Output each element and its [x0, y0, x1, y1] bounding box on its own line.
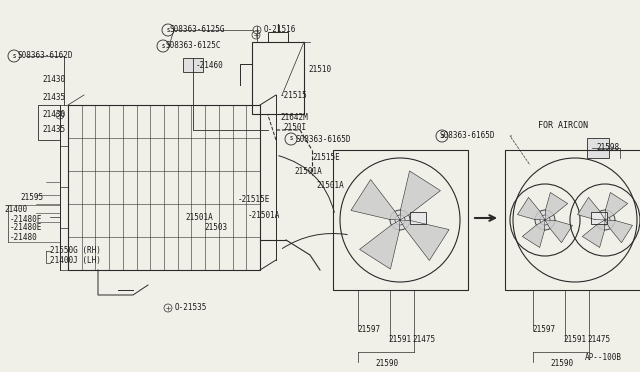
Bar	[68, 105, 260, 270]
Text: 21595: 21595	[20, 192, 43, 202]
Bar	[591, 212, 607, 224]
Text: 21430: 21430	[42, 76, 65, 84]
Text: 21503: 21503	[204, 224, 227, 232]
Text: S: S	[289, 137, 292, 141]
Text: S08363-6125G: S08363-6125G	[170, 26, 225, 35]
Text: 21475: 21475	[412, 336, 435, 344]
Text: -21480: -21480	[10, 232, 38, 241]
Polygon shape	[400, 220, 449, 260]
Bar	[268, 32, 289, 42]
Text: 21501A: 21501A	[294, 167, 322, 176]
Text: S: S	[166, 28, 170, 32]
Text: 21591: 21591	[388, 336, 411, 344]
Text: -21501A: -21501A	[248, 211, 280, 219]
Circle shape	[395, 215, 405, 225]
Text: S08363-6165D: S08363-6165D	[296, 135, 351, 144]
Text: S08363-6165D: S08363-6165D	[440, 131, 495, 141]
Circle shape	[600, 215, 610, 225]
Bar	[183, 58, 203, 72]
Text: 21430: 21430	[42, 110, 65, 119]
Polygon shape	[545, 193, 568, 220]
Text: FOR AIRCON: FOR AIRCON	[538, 121, 588, 129]
Text: 21597: 21597	[532, 326, 555, 334]
Circle shape	[540, 215, 550, 225]
Polygon shape	[360, 220, 400, 269]
Circle shape	[595, 210, 615, 230]
Circle shape	[390, 210, 410, 230]
Text: 21501A: 21501A	[316, 180, 344, 189]
Polygon shape	[605, 193, 628, 220]
Text: S: S	[12, 54, 15, 58]
Text: -21480F: -21480F	[10, 215, 42, 224]
Text: 21400J (LH): 21400J (LH)	[50, 257, 101, 266]
Polygon shape	[351, 180, 400, 220]
Text: 21475: 21475	[587, 336, 610, 344]
Text: S08363-6125C: S08363-6125C	[165, 42, 221, 51]
Text: -21480E: -21480E	[10, 224, 42, 232]
Polygon shape	[605, 220, 632, 243]
Bar	[410, 212, 426, 224]
Text: 21435: 21435	[42, 93, 65, 103]
Polygon shape	[577, 197, 605, 220]
Text: S08363-6162D: S08363-6162D	[18, 51, 74, 61]
Text: S: S	[440, 134, 444, 138]
Text: 21501A: 21501A	[185, 214, 212, 222]
Text: 21515E: 21515E	[312, 154, 340, 163]
Text: 21590: 21590	[550, 359, 573, 369]
Bar	[333, 150, 467, 290]
Text: 21597: 21597	[357, 326, 380, 334]
Text: -21515: -21515	[280, 90, 308, 99]
Circle shape	[535, 210, 555, 230]
Bar	[505, 150, 640, 290]
Text: 21550G (RH): 21550G (RH)	[50, 247, 101, 256]
Text: 21435: 21435	[42, 125, 65, 134]
Text: O-21535: O-21535	[175, 304, 207, 312]
Text: -21460: -21460	[196, 61, 224, 70]
Text: 21590: 21590	[375, 359, 398, 369]
Bar	[587, 138, 609, 158]
Text: -21515E: -21515E	[238, 196, 270, 205]
Text: 21510: 21510	[308, 65, 331, 74]
Text: 21598: 21598	[596, 144, 619, 153]
Polygon shape	[522, 220, 545, 247]
Text: 21400: 21400	[4, 205, 27, 215]
Polygon shape	[518, 197, 545, 220]
Text: 21642M: 21642M	[280, 113, 308, 122]
Text: O-21516: O-21516	[264, 26, 296, 35]
Bar	[252, 42, 304, 114]
Text: S: S	[161, 44, 164, 48]
Polygon shape	[582, 220, 605, 247]
Polygon shape	[400, 171, 440, 220]
Text: 2150I: 2150I	[283, 124, 306, 132]
Text: 21591: 21591	[563, 336, 586, 344]
Polygon shape	[545, 220, 573, 243]
Text: AP--100B: AP--100B	[585, 353, 622, 362]
